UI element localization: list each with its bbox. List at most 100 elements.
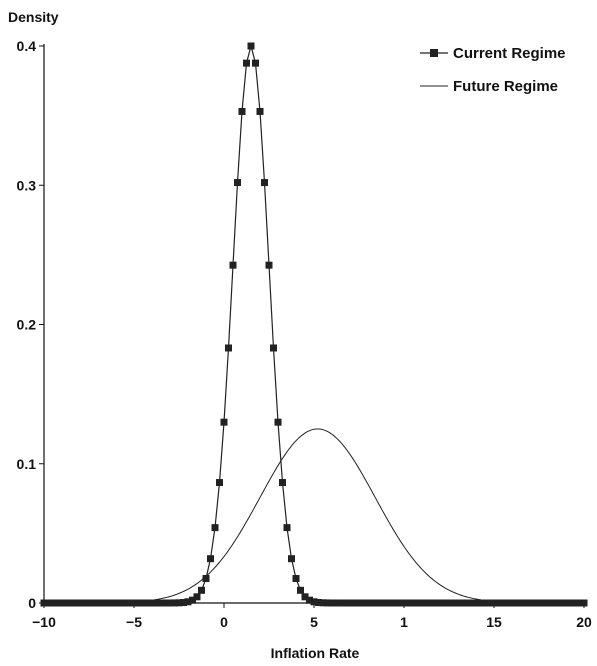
x-tick-label: 0 — [220, 614, 228, 630]
data-point — [67, 599, 75, 607]
data-point — [391, 599, 399, 607]
data-point — [571, 599, 579, 607]
series-layer — [40, 42, 588, 607]
data-point — [382, 599, 390, 607]
data-point — [229, 261, 237, 269]
data-point — [207, 555, 214, 563]
data-point — [54, 599, 61, 607]
data-point — [454, 599, 462, 607]
data-point — [342, 599, 349, 607]
data-point — [283, 524, 291, 532]
data-point — [355, 599, 363, 607]
data-point — [468, 599, 475, 607]
data-point — [265, 261, 273, 269]
data-point — [40, 599, 48, 607]
data-point — [522, 599, 529, 607]
x-tick-label: −5 — [126, 614, 142, 630]
data-point — [99, 599, 106, 607]
data-point — [238, 107, 246, 115]
data-point — [247, 42, 255, 50]
legend-label-current: Current Regime — [453, 45, 566, 62]
data-point — [432, 599, 439, 607]
data-point — [171, 599, 178, 607]
data-point — [576, 599, 583, 607]
data-point — [364, 599, 372, 607]
data-point — [504, 599, 511, 607]
data-point — [513, 599, 520, 607]
data-point — [414, 599, 421, 607]
data-point — [508, 599, 516, 607]
current-regime-markers — [40, 42, 588, 607]
data-point — [319, 599, 327, 607]
data-point — [405, 599, 412, 607]
data-point — [256, 107, 264, 115]
data-point — [85, 599, 93, 607]
x-tick-label: 15 — [486, 614, 502, 630]
y-tick-label: 0.1 — [17, 456, 37, 472]
x-axis-label: Inflation Rate — [271, 645, 360, 661]
data-point — [76, 599, 84, 607]
data-point — [216, 479, 223, 487]
data-point — [549, 599, 556, 607]
data-point — [117, 599, 124, 607]
data-point — [351, 599, 358, 607]
x-tick-label: −10 — [32, 614, 56, 630]
x-tick-label: 5 — [310, 614, 318, 630]
y-tick-label: 0.4 — [17, 38, 37, 54]
future-regime-line — [44, 428, 584, 604]
data-point — [72, 599, 79, 607]
data-point — [175, 599, 183, 607]
data-point — [517, 599, 525, 607]
data-point — [333, 599, 340, 607]
data-point — [135, 599, 142, 607]
data-point — [387, 599, 394, 607]
data-point — [157, 599, 165, 607]
data-point — [162, 599, 169, 607]
data-point — [378, 599, 385, 607]
data-point — [63, 599, 70, 607]
data-point — [562, 599, 570, 607]
x-tick-label: 1 — [400, 614, 408, 630]
data-point — [315, 599, 322, 607]
data-point — [373, 599, 381, 607]
data-point — [193, 593, 201, 601]
data-point — [324, 599, 331, 607]
data-point — [553, 599, 561, 607]
data-point — [423, 599, 430, 607]
y-tick-label: 0 — [28, 595, 36, 611]
data-point — [360, 599, 367, 607]
data-point — [495, 599, 502, 607]
data-point — [540, 599, 547, 607]
data-point — [81, 599, 88, 607]
data-point — [445, 599, 453, 607]
data-point — [148, 599, 156, 607]
data-point — [184, 598, 192, 606]
data-point — [139, 599, 147, 607]
data-point — [198, 586, 205, 594]
data-point — [558, 599, 565, 607]
data-point — [45, 599, 52, 607]
data-point — [567, 599, 574, 607]
data-point — [580, 599, 588, 607]
data-point — [463, 599, 471, 607]
data-point — [121, 599, 129, 607]
data-point — [220, 418, 228, 426]
legend: Current Regime Future Regime — [420, 45, 566, 95]
legend-label-future: Future Regime — [453, 78, 558, 95]
data-point — [270, 344, 277, 352]
data-point — [225, 344, 232, 352]
y-tick-label: 0.2 — [17, 317, 37, 333]
data-point — [328, 599, 336, 607]
data-point — [153, 599, 160, 607]
data-point — [126, 599, 133, 607]
data-point — [481, 599, 489, 607]
data-point — [306, 596, 313, 604]
data-point — [252, 59, 259, 67]
data-point — [279, 479, 286, 487]
data-point — [450, 599, 457, 607]
current-regime-line — [44, 43, 584, 604]
data-point — [243, 59, 250, 67]
data-point — [310, 598, 318, 606]
data-point — [535, 599, 543, 607]
data-point — [499, 599, 507, 607]
